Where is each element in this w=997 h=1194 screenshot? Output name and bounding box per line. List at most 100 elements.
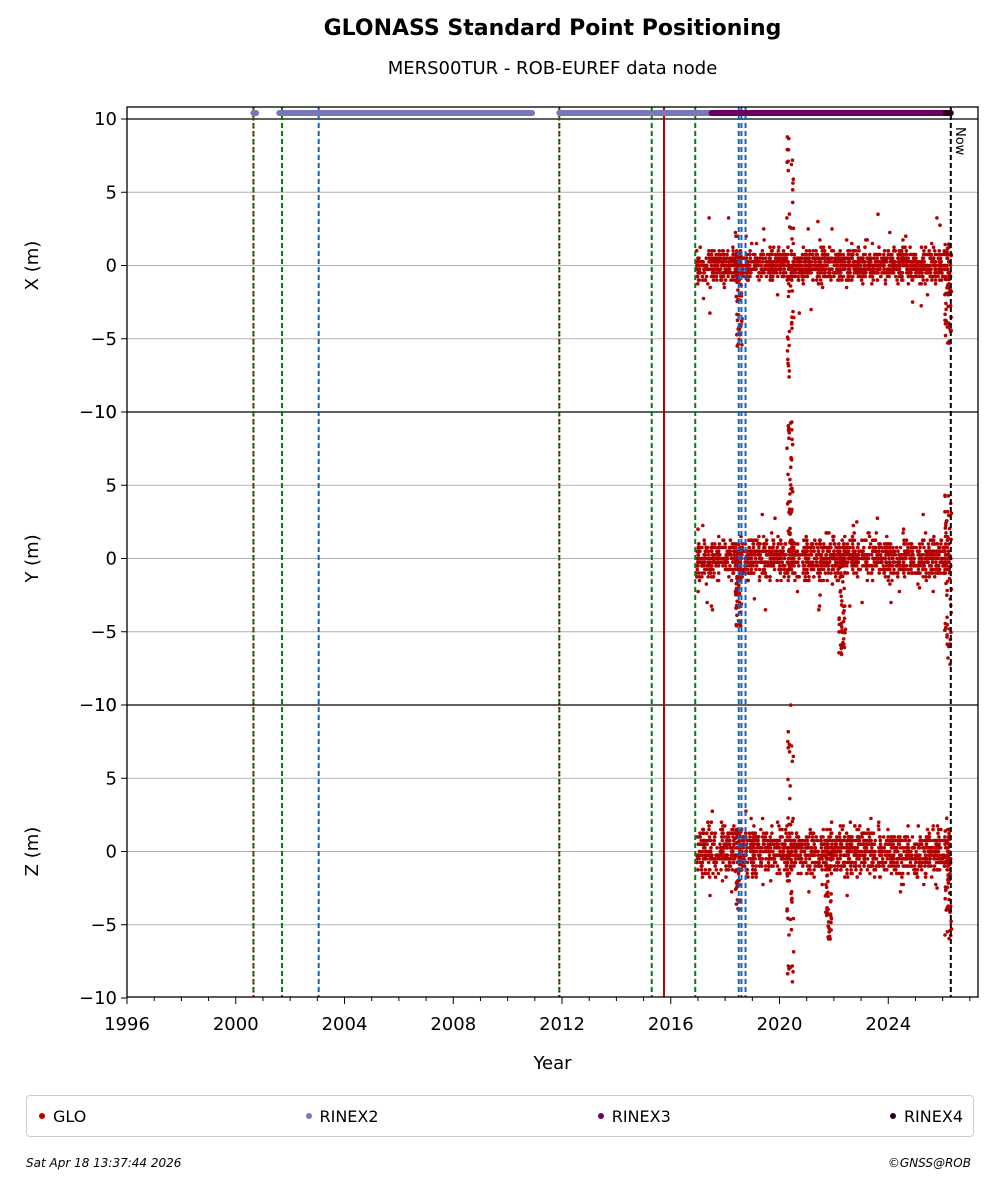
glo-point bbox=[726, 216, 731, 220]
glo-point bbox=[795, 553, 799, 557]
glo-point bbox=[759, 252, 763, 257]
glo-point bbox=[898, 846, 903, 850]
glo-point bbox=[851, 560, 856, 564]
glo-point bbox=[709, 820, 714, 824]
glo-point bbox=[928, 849, 933, 854]
glo-point bbox=[785, 868, 790, 872]
glo-point bbox=[715, 553, 719, 557]
y-axis-label: X (m) bbox=[22, 241, 43, 291]
glo-point bbox=[764, 274, 769, 279]
glo-point bbox=[946, 656, 950, 660]
glo-point bbox=[860, 842, 865, 846]
glo-point bbox=[906, 567, 911, 572]
glo-point bbox=[930, 553, 934, 557]
glo-point bbox=[866, 571, 871, 575]
glo-point bbox=[831, 534, 835, 539]
glo-point bbox=[816, 549, 821, 553]
glo-point bbox=[907, 838, 912, 843]
glo-point bbox=[904, 542, 909, 546]
glo-point bbox=[857, 263, 861, 268]
glo-point bbox=[750, 871, 755, 876]
glo-point bbox=[829, 256, 834, 261]
glo-point bbox=[756, 542, 761, 546]
glo-point bbox=[877, 567, 882, 572]
x-tick-label: 2016 bbox=[648, 1014, 694, 1035]
glo-point bbox=[918, 545, 922, 550]
glo-point bbox=[748, 571, 752, 575]
glo-point bbox=[889, 553, 894, 557]
glo-point bbox=[697, 542, 701, 546]
glo-point bbox=[721, 824, 725, 828]
glo-point bbox=[943, 846, 948, 850]
glo-point bbox=[725, 271, 730, 275]
y-tick-label: −5 bbox=[90, 622, 117, 643]
glo-point bbox=[917, 586, 922, 590]
glo-point bbox=[901, 527, 906, 531]
glo-point bbox=[932, 857, 937, 861]
glo-point bbox=[939, 827, 943, 832]
glo-point bbox=[846, 549, 851, 553]
glo-point bbox=[807, 578, 811, 583]
glo-point bbox=[909, 567, 913, 572]
glo-point bbox=[863, 853, 867, 857]
glo-point bbox=[850, 567, 855, 572]
glo-point bbox=[892, 868, 897, 872]
glo-point bbox=[920, 267, 924, 272]
glo-point bbox=[700, 875, 705, 879]
glo-point bbox=[796, 274, 800, 279]
glo-point bbox=[819, 853, 823, 857]
glo-point bbox=[817, 608, 821, 612]
glo-point bbox=[887, 556, 891, 561]
glo-point bbox=[909, 260, 914, 264]
glo-point bbox=[734, 902, 739, 906]
glo-point bbox=[837, 256, 841, 261]
glo-point bbox=[833, 571, 837, 575]
glo-point bbox=[855, 875, 859, 879]
glo-point bbox=[716, 871, 721, 876]
glo-point bbox=[815, 545, 820, 550]
glo-point bbox=[716, 549, 720, 553]
glo-point bbox=[898, 556, 902, 561]
glo-point bbox=[813, 260, 817, 264]
glo-point bbox=[767, 256, 772, 261]
glo-point bbox=[723, 564, 728, 568]
glo-point bbox=[891, 564, 895, 568]
glo-point bbox=[870, 282, 874, 286]
x-tick-label: 2020 bbox=[757, 1014, 803, 1035]
y-tick-label: 5 bbox=[106, 475, 117, 496]
glo-point bbox=[817, 267, 821, 272]
glo-point bbox=[702, 538, 706, 542]
glo-point bbox=[867, 864, 872, 868]
glo-point bbox=[751, 868, 755, 872]
glo-point bbox=[791, 916, 796, 921]
glo-point bbox=[720, 857, 724, 861]
glo-point bbox=[850, 263, 854, 268]
glo-point bbox=[854, 849, 858, 854]
glo-point bbox=[700, 849, 705, 854]
glo-point bbox=[778, 871, 782, 876]
glo-point bbox=[699, 864, 704, 868]
glo-point bbox=[757, 556, 762, 561]
glo-point bbox=[909, 267, 914, 272]
glo-point bbox=[728, 842, 732, 846]
glo-point bbox=[776, 534, 780, 539]
glo-point bbox=[855, 520, 859, 524]
glo-point bbox=[701, 260, 705, 264]
glo-point bbox=[928, 571, 932, 575]
glo-point bbox=[947, 260, 951, 264]
glo-point bbox=[699, 263, 704, 268]
y-tick-label: 0 bbox=[106, 549, 117, 570]
glo-point bbox=[748, 835, 752, 839]
glo-point bbox=[880, 849, 884, 854]
glo-point bbox=[831, 538, 835, 542]
glo-point bbox=[702, 831, 706, 835]
glo-point bbox=[731, 860, 736, 865]
glo-point bbox=[769, 531, 774, 535]
glo-point bbox=[765, 838, 770, 843]
glo-point bbox=[786, 739, 790, 744]
glo-point bbox=[943, 562, 948, 567]
glo-point bbox=[846, 857, 851, 861]
glo-point bbox=[726, 857, 731, 861]
glo-point bbox=[778, 835, 783, 839]
glo-point bbox=[893, 249, 898, 253]
